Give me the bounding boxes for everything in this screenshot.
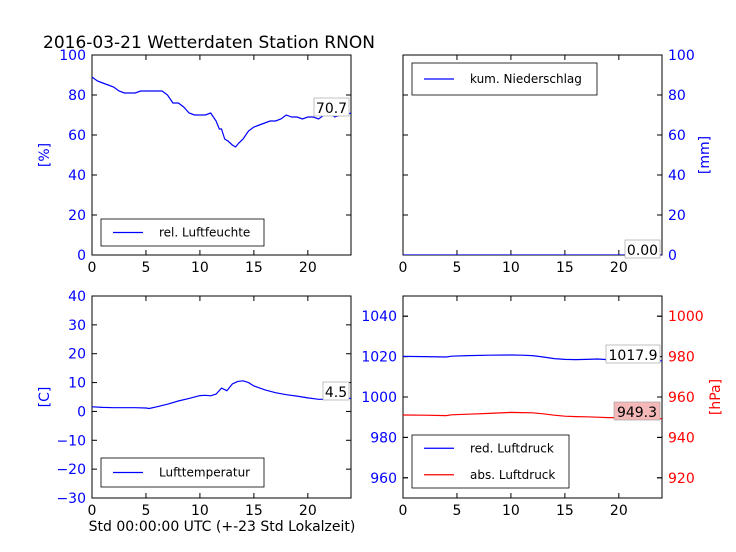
humidity-y-tick-label: 40: [68, 168, 86, 184]
pressure-y-tick-label: 940: [668, 430, 695, 446]
pressure-y-axis-label: [hPa]: [708, 379, 724, 415]
precipitation-current-value: 0.00: [627, 243, 658, 259]
humidity-series-line: [92, 76, 351, 148]
humidity-y-tick-label: 20: [68, 208, 86, 224]
pressure-legend-label: red. Luftdruck: [470, 441, 554, 455]
pressure-legend-box: [411, 434, 570, 489]
pressure-y-tick-label: 920: [668, 471, 695, 487]
precipitation-x-tick-label: 10: [502, 260, 520, 276]
humidity-y-axis-label: [%]: [37, 143, 53, 167]
precipitation-y-tick-label: 60: [668, 128, 686, 144]
temperature-y-tick-label: −20: [56, 462, 86, 478]
temperature-y-tick-label: −30: [56, 491, 86, 507]
figure-x-axis-label: Std 00:00:00 UTC (+-23 Std Lokalzeit): [89, 519, 356, 535]
pressure-x-tick-label: 5: [452, 503, 461, 519]
humidity-x-tick-label: 15: [245, 260, 263, 276]
pressure-current-value: 1017.9: [609, 348, 658, 364]
humidity-y-tick-label: 60: [68, 128, 86, 144]
temperature-panel: 0 5 10 15 20 −30 −20 −10 0 10 20 30 40 [C] Lufttempera…: [37, 289, 352, 519]
temperature-y-tick-label: 20: [68, 347, 86, 363]
humidity-x-tick-label: 10: [191, 260, 209, 276]
precipitation-legend-label: kum. Niederschlag: [470, 72, 582, 86]
humidity-value-box: [313, 97, 350, 117]
pressure-y-tick-label: 1000: [361, 390, 397, 406]
temperature-y-axis-label: [C]: [37, 387, 53, 408]
pressure-x-tick-label: 10: [502, 503, 520, 519]
humidity-y-tick-label: 80: [68, 88, 86, 104]
precipitation-y-tick-label: 80: [668, 88, 686, 104]
temperature-y-tick-label: 0: [77, 404, 86, 420]
precipitation-value-box: [624, 239, 661, 259]
pressure-y-tick-label: 1040: [361, 309, 397, 325]
pressure-value-box: [613, 401, 661, 421]
humidity-legend-label: rel. Luftfeuchte: [159, 226, 250, 240]
temperature-y-tick-label: 10: [68, 376, 86, 392]
precipitation-y-tick-label: 100: [668, 48, 695, 64]
humidity-x-tick-label: 0: [88, 260, 97, 276]
precipitation-panel: 0 5 10 15 20 0 20 40 60 80 100 [mm] kum. Niederschla…: [399, 48, 713, 276]
humidity-y-tick-label: 100: [59, 48, 86, 64]
humidity-x-tick-label: 5: [141, 260, 150, 276]
pressure-legend-label: abs. Luftdruck: [470, 468, 555, 482]
temperature-legend-label: Lufttemperatur: [159, 466, 250, 480]
temperature-plot-frame: [91, 295, 352, 499]
pressure-y-tick-label: 980: [370, 430, 397, 446]
humidity-current-value: 70.7: [316, 101, 347, 117]
pressure-y-tick-label: 960: [668, 390, 695, 406]
pressure-y-tick-label: 1000: [668, 309, 704, 325]
pressure-x-tick-label: 0: [399, 503, 408, 519]
humidity-plot-frame: [91, 54, 352, 256]
temperature-y-tick-label: 40: [68, 289, 86, 305]
temperature-current-value: 4.5: [325, 385, 347, 401]
precipitation-x-tick-label: 15: [556, 260, 574, 276]
temperature-x-tick-label: 10: [191, 503, 209, 519]
temperature-x-tick-label: 0: [88, 503, 97, 519]
pressure-y-tick-label: 980: [668, 350, 695, 366]
temperature-value-box: [322, 381, 350, 401]
temperature-x-tick-label: 5: [141, 503, 150, 519]
figure-title: 2016-03-21 Wetterdaten Station RNON: [43, 33, 375, 53]
pressure-panel: 0 5 10 15 20 960 980 1000 1020 1040 920 940 960 980 10…: [361, 295, 724, 519]
pressure-y-tick-label: 960: [370, 471, 397, 487]
humidity-y-tick-label: 0: [77, 248, 86, 264]
pressure-value-box: [605, 344, 661, 364]
precipitation-y-tick-label: 0: [668, 248, 677, 264]
precipitation-y-tick-label: 20: [668, 208, 686, 224]
precipitation-y-tick-label: 40: [668, 168, 686, 184]
pressure-x-tick-label: 15: [556, 503, 574, 519]
precipitation-x-tick-label: 5: [452, 260, 461, 276]
precipitation-y-axis-label: [mm]: [697, 136, 713, 174]
temperature-y-tick-label: −10: [56, 433, 86, 449]
pressure-current-value: 949.3: [617, 405, 657, 421]
precipitation-x-tick-label: 20: [610, 260, 628, 276]
pressure-x-tick-label: 20: [610, 503, 628, 519]
humidity-panel: 0 5 10 15 20 0 20 40 60 80 100 [%] rel. Luftfeuchte 7…: [37, 48, 352, 276]
humidity-x-tick-label: 20: [299, 260, 317, 276]
pressure-y-tick-label: 1020: [361, 350, 397, 366]
temperature-x-tick-label: 15: [245, 503, 263, 519]
precipitation-x-tick-label: 0: [399, 260, 408, 276]
temperature-x-tick-label: 20: [299, 503, 317, 519]
temperature-series-line: [92, 380, 351, 410]
temperature-y-tick-label: 30: [68, 318, 86, 334]
